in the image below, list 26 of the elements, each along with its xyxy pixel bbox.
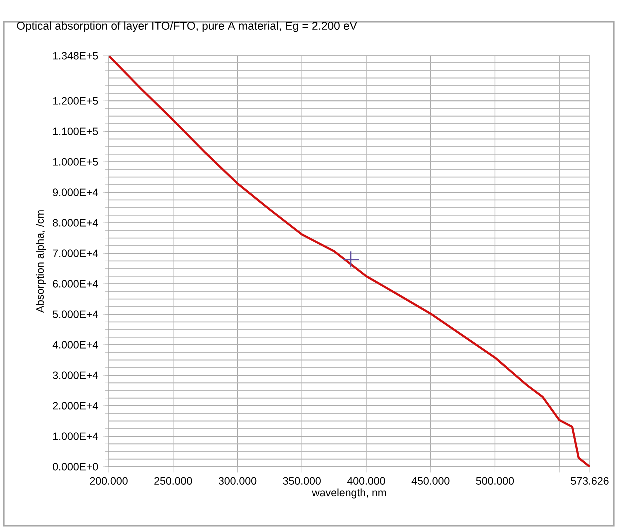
y-tick-label: 2.000E+4	[53, 402, 98, 410]
x-tick-label: 300.000	[218, 477, 257, 485]
y-tick-label: 3.000E+4	[53, 372, 98, 380]
x-tick-label: 350.000	[283, 477, 321, 485]
x-axis-title: wavelength, nm	[312, 488, 386, 499]
y-tick-label: 6.000E+4	[53, 280, 98, 288]
y-tick-label: 8.000E+4	[53, 219, 98, 227]
x-tick-label: 200.000	[90, 477, 128, 485]
y-axis-title: Absorption alpha, /cm	[36, 210, 46, 314]
y-tick-label: 1.000E+4	[53, 432, 98, 440]
y-tick-label: 1.348E+5	[53, 52, 98, 60]
x-tick-label: 573.626	[571, 477, 609, 485]
x-tick-label: 400.000	[347, 477, 386, 485]
x-tick-label: 450.000	[412, 477, 450, 485]
y-tick-label: 0.000E+0	[53, 463, 98, 471]
y-tick-label: 9.000E+4	[53, 188, 98, 196]
y-tick-label: 1.200E+5	[53, 97, 98, 105]
y-tick-label: 5.000E+4	[53, 310, 98, 318]
y-tick-label: 4.000E+4	[52, 341, 98, 349]
y-tick-label: 1.100E+5	[53, 128, 98, 136]
chart-title: Optical absorption of layer ITO/FTO, pure A material, Eg = 2.200 eV	[17, 22, 358, 32]
line-series	[109, 56, 590, 467]
y-tick-label: 7.000E+4	[53, 250, 98, 258]
y-tick-label: 1.000E+5	[53, 158, 98, 166]
x-tick-label: 250.000	[154, 477, 192, 485]
x-tick-label: 500.000	[476, 477, 514, 485]
